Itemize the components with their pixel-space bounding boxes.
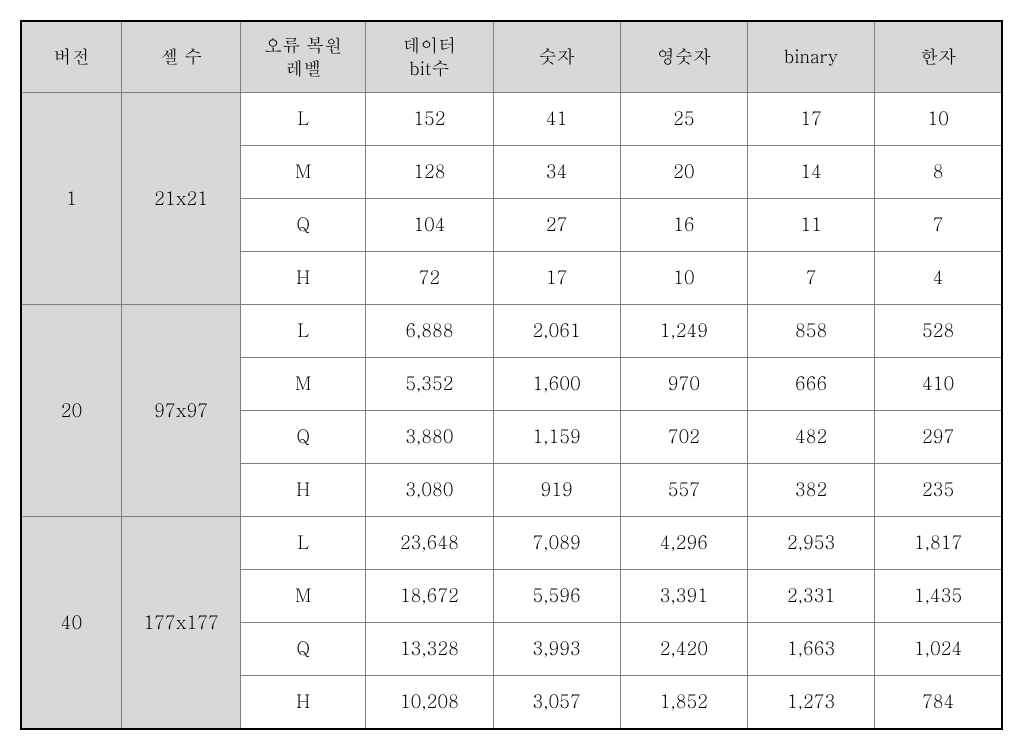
cell-kanji: 7 [875, 199, 1002, 252]
table-header-row: 버전 셀 수 오류 복원레벨 데이터bit수 숫자 영숫자 binary 한자 [21, 21, 1002, 93]
cell-ecc: L [241, 305, 366, 358]
cell-numeric: 3,993 [493, 623, 620, 676]
cell-alnum: 10 [620, 252, 747, 305]
cell-bits: 104 [366, 199, 493, 252]
cell-numeric: 17 [493, 252, 620, 305]
col-header-bits: 데이터bit수 [366, 21, 493, 93]
cell-ecc: H [241, 676, 366, 730]
cell-kanji: 4 [875, 252, 1002, 305]
cell-alnum: 970 [620, 358, 747, 411]
qr-capacity-table: 버전 셀 수 오류 복원레벨 데이터bit수 숫자 영숫자 binary 한자 … [20, 20, 1003, 730]
cell-numeric: 41 [493, 93, 620, 146]
cell-binary: 382 [747, 464, 874, 517]
cell-ecc: Q [241, 411, 366, 464]
cell-binary: 482 [747, 411, 874, 464]
table-row: 40 177x177 L 23,648 7,089 4,296 2,953 1,… [21, 517, 1002, 570]
qr-capacity-table-container: 버전 셀 수 오류 복원레벨 데이터bit수 숫자 영숫자 binary 한자 … [20, 20, 1003, 730]
col-header-numeric: 숫자 [493, 21, 620, 93]
cell-kanji: 1,817 [875, 517, 1002, 570]
col-header-ecc: 오류 복원레벨 [241, 21, 366, 93]
cell-alnum: 4,296 [620, 517, 747, 570]
cell-ecc: L [241, 93, 366, 146]
cell-numeric: 2,061 [493, 305, 620, 358]
cell-cells: 97x97 [122, 305, 241, 517]
cell-numeric: 919 [493, 464, 620, 517]
col-header-kanji: 한자 [875, 21, 1002, 93]
cell-alnum: 20 [620, 146, 747, 199]
cell-ecc: L [241, 517, 366, 570]
cell-numeric: 7,089 [493, 517, 620, 570]
cell-cells: 21x21 [122, 93, 241, 305]
cell-bits: 3,880 [366, 411, 493, 464]
cell-alnum: 3,391 [620, 570, 747, 623]
cell-alnum: 16 [620, 199, 747, 252]
cell-alnum: 25 [620, 93, 747, 146]
col-header-cells: 셀 수 [122, 21, 241, 93]
cell-kanji: 10 [875, 93, 1002, 146]
cell-binary: 14 [747, 146, 874, 199]
cell-kanji: 410 [875, 358, 1002, 411]
cell-numeric: 5,596 [493, 570, 620, 623]
cell-ecc: H [241, 464, 366, 517]
cell-bits: 18,672 [366, 570, 493, 623]
cell-kanji: 8 [875, 146, 1002, 199]
cell-bits: 6,888 [366, 305, 493, 358]
cell-ecc: M [241, 146, 366, 199]
table-row: 20 97x97 L 6,888 2,061 1,249 858 528 [21, 305, 1002, 358]
cell-ecc: H [241, 252, 366, 305]
cell-ecc: M [241, 570, 366, 623]
cell-version: 40 [21, 517, 122, 730]
cell-ecc: M [241, 358, 366, 411]
cell-bits: 3,080 [366, 464, 493, 517]
cell-alnum: 1,852 [620, 676, 747, 730]
cell-bits: 5,352 [366, 358, 493, 411]
cell-alnum: 557 [620, 464, 747, 517]
cell-kanji: 528 [875, 305, 1002, 358]
cell-binary: 2,331 [747, 570, 874, 623]
cell-ecc: Q [241, 199, 366, 252]
cell-bits: 13,328 [366, 623, 493, 676]
cell-binary: 2,953 [747, 517, 874, 570]
cell-kanji: 1,024 [875, 623, 1002, 676]
cell-alnum: 702 [620, 411, 747, 464]
cell-kanji: 1,435 [875, 570, 1002, 623]
cell-numeric: 27 [493, 199, 620, 252]
cell-alnum: 2,420 [620, 623, 747, 676]
cell-numeric: 3,057 [493, 676, 620, 730]
cell-binary: 666 [747, 358, 874, 411]
col-header-version: 버전 [21, 21, 122, 93]
cell-bits: 72 [366, 252, 493, 305]
cell-kanji: 784 [875, 676, 1002, 730]
cell-numeric: 1,600 [493, 358, 620, 411]
table-row: 1 21x21 L 152 41 25 17 10 [21, 93, 1002, 146]
cell-cells: 177x177 [122, 517, 241, 730]
table-body: 1 21x21 L 152 41 25 17 10 M 128 34 20 14… [21, 93, 1002, 730]
cell-version: 1 [21, 93, 122, 305]
cell-binary: 1,663 [747, 623, 874, 676]
cell-alnum: 1,249 [620, 305, 747, 358]
cell-bits: 10,208 [366, 676, 493, 730]
cell-binary: 1,273 [747, 676, 874, 730]
cell-numeric: 1,159 [493, 411, 620, 464]
cell-binary: 11 [747, 199, 874, 252]
cell-bits: 152 [366, 93, 493, 146]
cell-bits: 23,648 [366, 517, 493, 570]
cell-binary: 17 [747, 93, 874, 146]
cell-kanji: 235 [875, 464, 1002, 517]
cell-version: 20 [21, 305, 122, 517]
cell-kanji: 297 [875, 411, 1002, 464]
cell-ecc: Q [241, 623, 366, 676]
cell-binary: 858 [747, 305, 874, 358]
col-header-alnum: 영숫자 [620, 21, 747, 93]
cell-binary: 7 [747, 252, 874, 305]
col-header-binary: binary [747, 21, 874, 93]
cell-bits: 128 [366, 146, 493, 199]
cell-numeric: 34 [493, 146, 620, 199]
